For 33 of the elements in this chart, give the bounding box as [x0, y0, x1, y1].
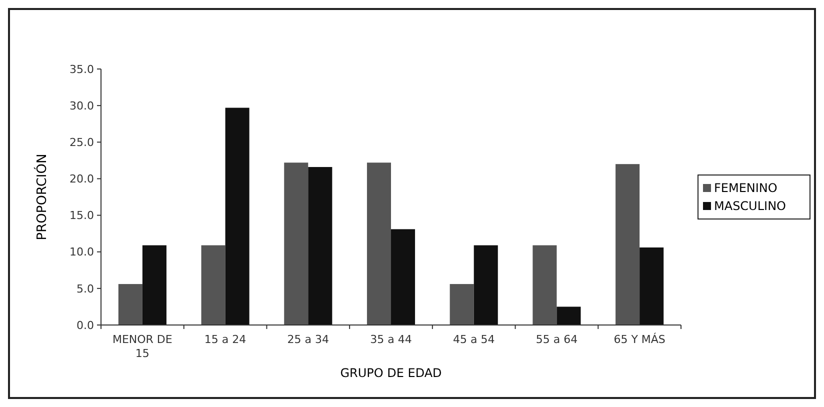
- bar: [366, 162, 391, 325]
- y-tick-label: 30.0: [70, 99, 94, 112]
- bar: [142, 245, 166, 325]
- x-tick-label: 25 a 34: [287, 333, 330, 346]
- x-tick-label: 35 a 44: [370, 333, 412, 346]
- y-axis-title: PROPORCIÓN: [33, 154, 50, 240]
- bar: [556, 306, 581, 325]
- y-tick-label: 0.0: [76, 318, 94, 332]
- bar: [391, 229, 416, 325]
- x-axis-title: GRUPO DE EDAD: [340, 366, 442, 380]
- bar: [616, 164, 640, 325]
- x-tick-label: 15 a 24: [204, 333, 246, 346]
- bar: [284, 162, 308, 325]
- y-tick-label: 25.0: [70, 136, 94, 149]
- y-tick-label: 35.0: [70, 62, 94, 76]
- bar: [201, 245, 226, 325]
- y-tick-label: 10.0: [70, 246, 94, 259]
- bar: [640, 247, 664, 325]
- bar: [308, 167, 332, 325]
- x-tick-label: MENOR DE 15: [112, 333, 172, 360]
- bar: [225, 108, 250, 325]
- y-tick-label: 20.0: [70, 172, 94, 186]
- legend-label: FEMENINO: [714, 181, 778, 196]
- bar: [450, 284, 474, 325]
- x-tick-label: 65 Y MÁS: [614, 332, 666, 346]
- bar: [532, 245, 557, 325]
- y-tick-label: 5.0: [76, 282, 94, 296]
- bar: [118, 284, 142, 325]
- x-tick-label: 55 a 64: [536, 333, 578, 346]
- x-tick-label: 45 a 54: [452, 333, 495, 346]
- legend-label: MASCULINO: [714, 199, 786, 214]
- y-tick-label: 15.0: [70, 209, 94, 222]
- bar: [474, 245, 498, 325]
